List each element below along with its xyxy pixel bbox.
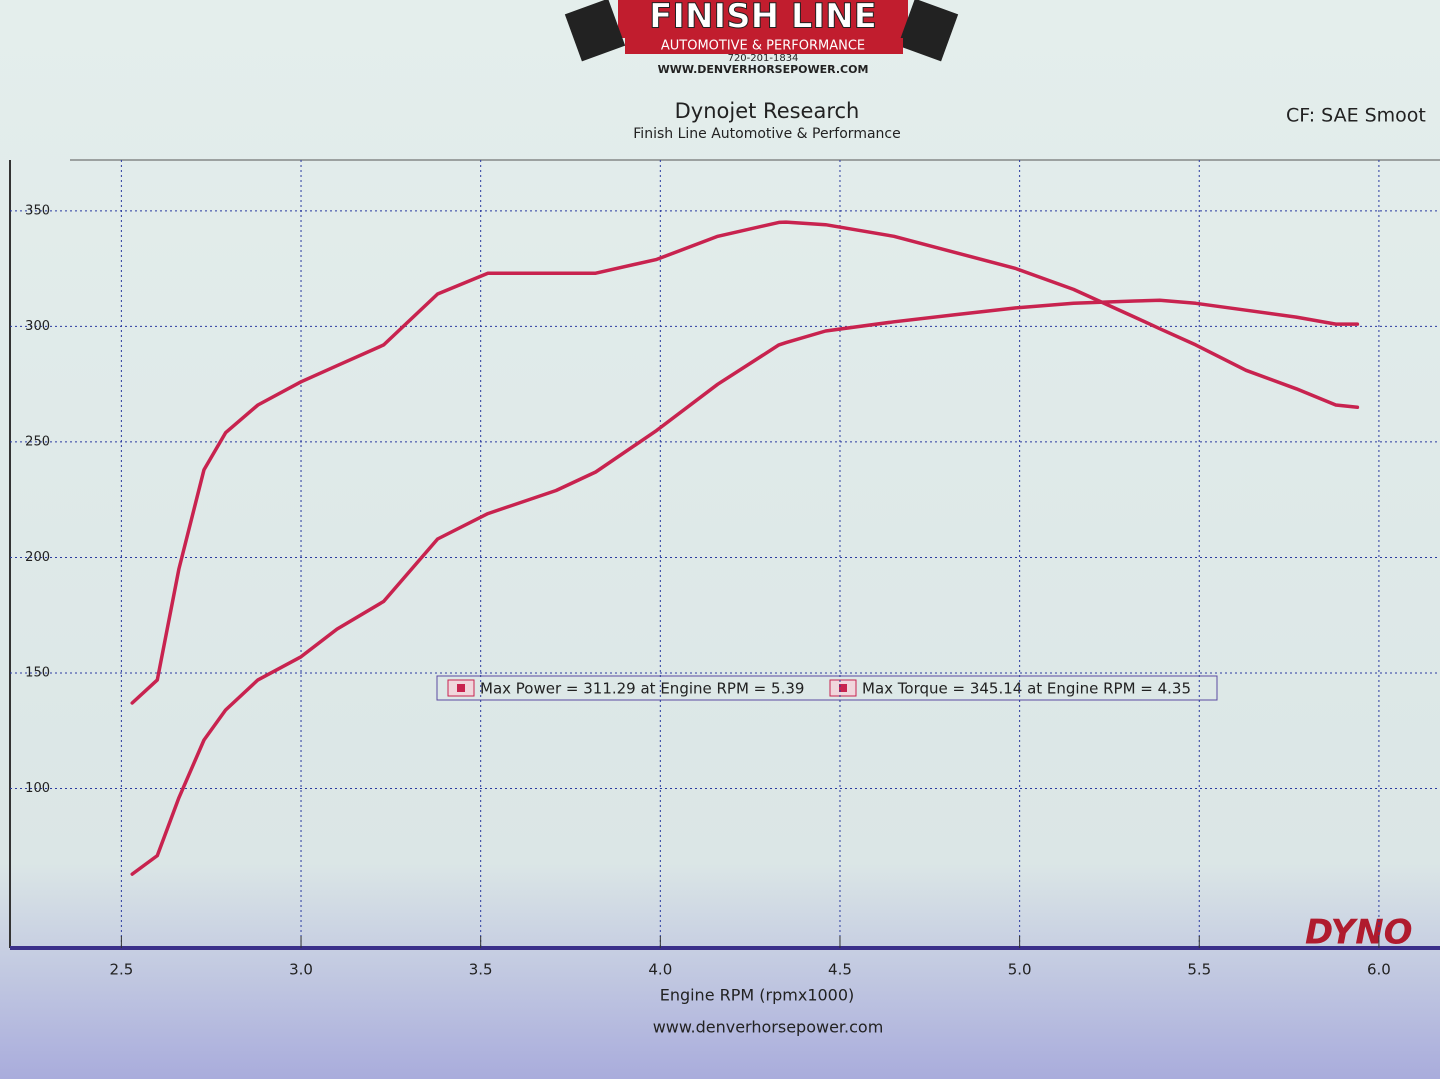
correction-factor: CF: SAE Smoot [1286,105,1426,127]
logo-title: FINISH LINE [649,0,877,37]
logo-url: WWW.DENVERHORSEPOWER.COM [658,63,869,76]
y-tick-label: 250 [25,434,50,449]
legend: Max Power = 311.29 at Engine RPM = 5.39 M… [436,675,1218,701]
x-tick-label: 4.5 [828,961,852,979]
x-tick-label: 5.5 [1187,961,1211,979]
chart-subtitle: Finish Line Automotive & Performance [633,126,900,142]
legend-box [436,675,1218,701]
series-line [130,220,1360,705]
x-tick-label: 4.0 [648,961,672,979]
logo-band [625,38,903,54]
flag [564,0,626,62]
legend-swatch-dot [839,684,847,692]
logo-subtitle: AUTOMOTIVE & PERFORMANCE [661,39,865,54]
logo-banner [618,0,908,38]
flag [897,0,959,62]
y-tick-label: 200 [25,550,50,565]
legend-label: Max Power = 311.29 at Engine RPM = 5.39 [480,680,804,698]
y-tick-label: 350 [25,203,50,218]
corner-logo: DYNO [1305,913,1413,953]
logo-phone: 720-201-1834 [728,53,799,64]
x-tick-label: 2.5 [109,961,133,979]
footer-url: www.denverhorsepower.com [653,1018,884,1037]
y-tick-label: 100 [25,781,50,796]
chart-title: Dynojet Research [675,99,860,123]
y-tick-label: 300 [25,319,50,334]
x-tick-label: 3.0 [289,961,313,979]
x-tick-label: 6.0 [1367,961,1391,979]
logo: FINISH LINE AUTOMOTIVE & PERFORMANCE 720… [564,0,959,76]
legend-label: Max Torque = 345.14 at Engine RPM = 4.35 [862,680,1191,698]
legend-swatch-dot [457,684,465,692]
x-axis-label: Engine RPM (rpmx1000) [660,986,855,1005]
series-line [130,298,1360,876]
y-tick-label: 150 [25,666,50,681]
x-tick-label: 5.0 [1008,961,1032,979]
x-tick-label: 3.5 [469,961,493,979]
